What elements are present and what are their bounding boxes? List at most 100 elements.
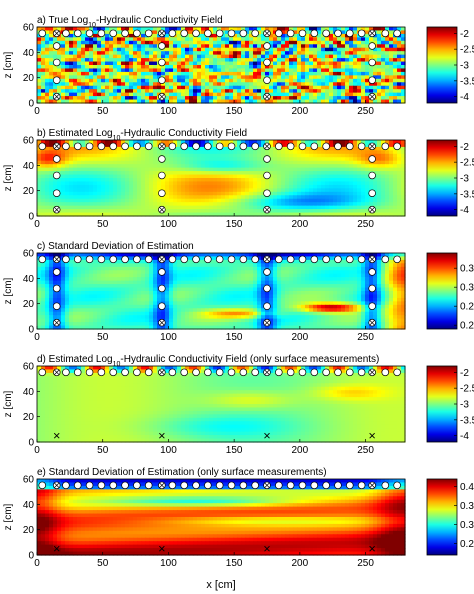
heatmap-cell [273,184,278,189]
heatmap-cell [285,178,290,183]
heatmap-cell [161,37,166,42]
heatmap-cell [165,78,170,83]
heatmap-cell [353,266,358,271]
heatmap-cell [217,89,222,94]
heatmap-cell [281,143,286,148]
heatmap-cell [197,58,202,63]
heatmap-cell [49,47,54,52]
heatmap-cell [245,82,250,87]
heatmap-cell [193,167,198,172]
heatmap-cell [125,65,130,70]
heatmap-cell [93,51,98,56]
heatmap-cell [37,164,42,169]
heatmap-cell [293,195,298,200]
heatmap-cell [341,188,346,193]
heatmap-cell [329,195,334,200]
heatmap-cell [385,71,390,76]
heatmap-cell [237,259,242,264]
heatmap-cell [209,27,214,32]
heatmap-cell [317,202,322,207]
heatmap-cell [229,270,234,275]
heatmap-cell [117,37,122,42]
heatmap-cell [217,99,222,104]
heatmap-cell [201,47,206,52]
heatmap-cell [37,160,42,165]
heatmap-cell [229,61,234,66]
heatmap-cell [85,92,90,97]
heatmap-cell [49,277,54,282]
heatmap-cell [329,40,334,45]
heatmap-cell [177,82,182,87]
heatmap-cell [225,78,230,83]
heatmap-cell [249,160,254,165]
heatmap-cell [401,202,406,207]
heatmap-cell [189,153,194,158]
heatmap-cell [317,157,322,162]
heatmap-cell [393,61,398,66]
heatmap-cell [153,277,158,282]
heatmap-cell [209,174,214,179]
heatmap-cell [233,178,238,183]
heatmap-cell [113,178,118,183]
heatmap-cell [345,198,350,203]
heatmap-cell [225,167,230,172]
heatmap-cell [165,273,170,278]
heatmap-cell [317,171,322,176]
heatmap-cell [345,178,350,183]
heatmap-cell [269,71,274,76]
heatmap-cell [237,44,242,49]
heatmap-cell [193,75,198,80]
heatmap-cell [197,61,202,66]
heatmap-cell [133,273,138,278]
heatmap-cell [333,68,338,73]
heatmap-cell [109,99,114,104]
heatmap-cell [37,54,42,59]
heatmap-cell [133,277,138,282]
heatmap-cell [289,266,294,271]
heatmap-cell [161,150,166,155]
heatmap-cell [97,37,102,42]
heatmap-cell [229,99,234,104]
heatmap-cell [401,78,406,83]
heatmap-cell [121,164,126,169]
heatmap-cell [109,140,114,145]
electrode-marker [368,76,376,84]
heatmap-cell [81,171,86,176]
heatmap-cell [365,65,370,70]
heatmap-cell [309,171,314,176]
heatmap-cell [41,280,46,285]
heatmap-cell [385,27,390,32]
heatmap-cell [385,61,390,66]
heatmap-cell [177,259,182,264]
heatmap-cell [37,146,42,151]
heatmap-cell [281,68,286,73]
heatmap-cell [393,37,398,42]
heatmap-cell [45,202,50,207]
heatmap-cell [365,78,370,83]
heatmap-cell [257,30,262,35]
heatmap-cell [257,212,262,217]
heatmap-cell [145,27,150,32]
heatmap-cell [337,164,342,169]
heatmap-cell [353,253,358,258]
heatmap-cell [189,253,194,258]
heatmap-cell [93,277,98,282]
heatmap-cell [181,263,186,268]
heatmap-cell [89,99,94,104]
heatmap-cell [141,71,146,76]
heatmap-cell [241,277,246,282]
heatmap-cell [381,270,386,275]
heatmap-cell [333,85,338,90]
heatmap-cell [345,71,350,76]
heatmap-cell [169,140,174,145]
heatmap-cell [337,195,342,200]
heatmap-cell [273,85,278,90]
heatmap-cell [337,181,342,186]
heatmap-cell [293,54,298,59]
heatmap-cell [37,178,42,183]
heatmap-cell [393,277,398,282]
heatmap-cell [329,51,334,56]
heatmap-cell [269,68,274,73]
heatmap-cell [377,92,382,97]
heatmap-cell [253,140,258,145]
